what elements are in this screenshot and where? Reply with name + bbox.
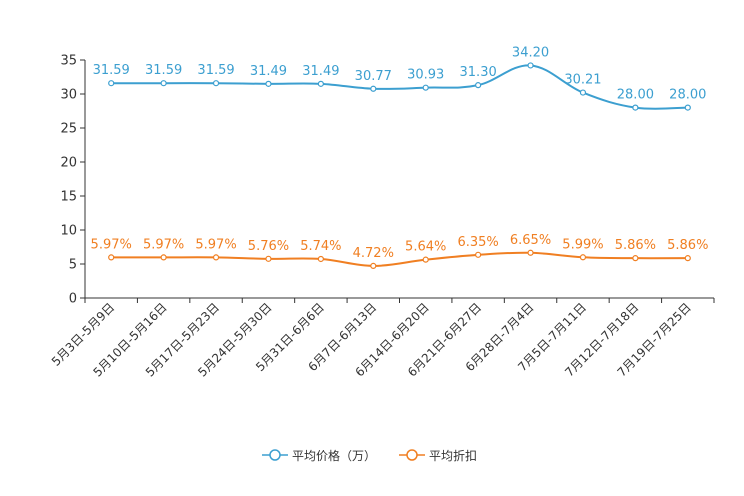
- legend-marker-discount: [406, 449, 418, 461]
- data-point[interactable]: [108, 254, 115, 261]
- legend-item-discount[interactable]: 平均折扣: [399, 448, 477, 463]
- y-tick-label: 15: [60, 190, 77, 205]
- data-label: 5.86%: [615, 238, 656, 253]
- data-label: 5.99%: [562, 237, 603, 252]
- data-label: 4.72%: [353, 246, 394, 261]
- data-label: 31.59: [197, 63, 234, 78]
- data-point[interactable]: [212, 254, 220, 261]
- series-layer: 31.59 31.59 31.59 31.49 31.49 30.77 30.93 31.30…: [91, 45, 708, 270]
- data-point[interactable]: [579, 89, 587, 96]
- data-label: 5.97%: [143, 237, 184, 252]
- x-ticks: 5月3日-5月9日5月10日-5月16日5月17日-5月23日5月24日-5月3…: [49, 298, 715, 380]
- series-1: 5.97% 5.97% 5.97% 5.76% 5.74% 4.72% 5.64% 6.35%…: [91, 233, 708, 270]
- data-point[interactable]: [265, 80, 272, 87]
- y-ticks: 0 5 10 15 20 25 30 35: [60, 54, 85, 307]
- y-tick-label: 5: [69, 258, 77, 273]
- data-point[interactable]: [317, 255, 324, 263]
- data-label: 6.35%: [457, 235, 498, 250]
- legend: 平均价格（万） 平均折扣: [262, 448, 477, 463]
- data-point[interactable]: [475, 82, 482, 89]
- data-point[interactable]: [212, 80, 220, 87]
- legend-label-discount: 平均折扣: [429, 448, 477, 463]
- data-label: 30.93: [407, 68, 444, 83]
- y-tick-label: 20: [60, 156, 77, 171]
- data-point[interactable]: [422, 84, 429, 91]
- data-point[interactable]: [317, 80, 324, 87]
- data-label: 6.65%: [510, 233, 551, 248]
- data-point[interactable]: [160, 254, 167, 261]
- data-label: 31.49: [302, 64, 339, 79]
- data-label: 30.77: [355, 69, 392, 84]
- data-label: 5.64%: [405, 240, 446, 255]
- data-point[interactable]: [475, 251, 482, 258]
- data-point[interactable]: [370, 85, 377, 92]
- data-point[interactable]: [108, 80, 115, 87]
- y-tick-label: 0: [69, 292, 77, 307]
- data-point[interactable]: [684, 255, 691, 262]
- data-label: 31.59: [145, 63, 182, 78]
- data-label: 5.97%: [91, 237, 132, 252]
- series-line: [111, 64, 688, 110]
- data-point[interactable]: [422, 256, 429, 263]
- y-tick-label: 10: [60, 224, 77, 239]
- data-point[interactable]: [684, 104, 691, 111]
- data-point[interactable]: [527, 62, 534, 69]
- data-point[interactable]: [160, 80, 167, 87]
- data-label: 31.30: [460, 65, 497, 80]
- legend-label-price: 平均价格（万）: [292, 448, 376, 463]
- data-label: 31.49: [250, 64, 287, 79]
- data-point[interactable]: [632, 104, 639, 111]
- data-label: 5.86%: [667, 238, 708, 253]
- y-tick-label: 35: [60, 54, 77, 69]
- data-label: 31.59: [93, 63, 130, 78]
- legend-item-price[interactable]: 平均价格（万）: [262, 448, 376, 463]
- data-point[interactable]: [265, 255, 272, 262]
- data-point[interactable]: [632, 255, 639, 262]
- data-label: 30.21: [564, 73, 601, 88]
- legend-marker-price: [269, 449, 281, 461]
- y-tick-label: 25: [60, 122, 77, 137]
- data-label: 28.00: [669, 88, 706, 103]
- data-label: 34.20: [512, 45, 549, 60]
- series-0: 31.59 31.59 31.59 31.49 31.49 30.77 30.93 31.30…: [93, 45, 706, 111]
- y-tick-label: 30: [60, 88, 77, 103]
- data-point[interactable]: [370, 262, 377, 270]
- data-label: 28.00: [617, 88, 654, 103]
- data-label: 5.74%: [300, 239, 341, 254]
- data-label: 5.76%: [248, 239, 289, 254]
- data-label: 5.97%: [195, 237, 236, 252]
- data-point[interactable]: [579, 254, 587, 261]
- data-point[interactable]: [527, 249, 534, 256]
- series-line: [111, 251, 688, 267]
